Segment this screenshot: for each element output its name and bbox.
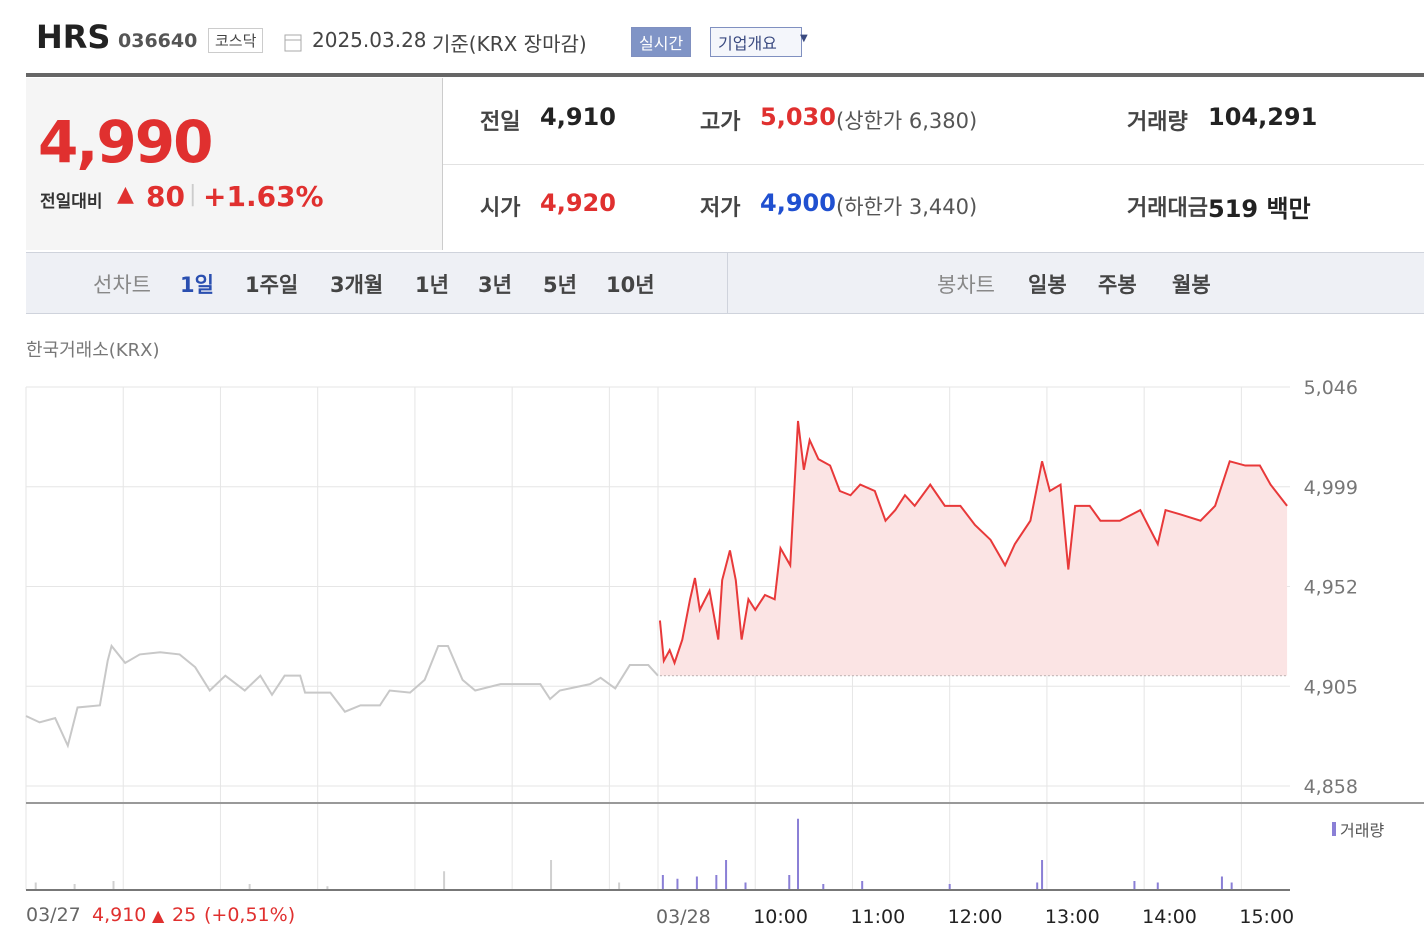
stat-label: 거래량 [1127,110,1188,135]
tab-divider [727,252,728,313]
tab[interactable]: 1일 [180,273,214,297]
x-tick-label: 03/28 [656,906,711,928]
y-tick-label: 4,905 [1304,676,1358,698]
volume-bar [676,878,679,890]
x-tick-label: 11:00 [850,906,905,928]
volume-bar [73,884,76,890]
stat-value: 4,920 [540,189,616,217]
volume-bar [1230,882,1233,890]
basis: 기준(KRX 장마감) [432,32,587,56]
dropdown-caret: ▼ [800,33,808,44]
tab[interactable]: 1년 [415,273,449,297]
stat-note: (상한가 6,380) [836,109,978,133]
stock-name: HRS [36,18,111,56]
stat-value: 104,291 [1208,103,1318,131]
tab-group-label: 선차트 [93,273,151,297]
x-tick-label: 12:00 [948,906,1003,928]
stat-label: 시가 [480,196,521,221]
volume-bar [715,875,718,890]
tab[interactable]: 일봉 [1028,273,1067,297]
volume-bar [788,875,791,890]
tab[interactable]: 10년 [606,273,655,297]
stat-label: 고가 [700,110,741,135]
stat-note: (하한가 3,440) [836,195,978,219]
volume-bar [248,884,251,890]
footer-close: 4,910 [92,904,147,926]
volume-bar [797,818,800,890]
stat-value: 5,030 [760,103,836,131]
company-info-button[interactable]: 기업개요 [710,27,802,57]
realtime-button[interactable]: 실시간 [631,27,692,57]
volume-bar [948,884,951,890]
y-tick-label: 4,999 [1304,477,1358,499]
y-tick-label: 4,952 [1304,577,1358,599]
volume-bar [725,860,728,890]
legend-label: 거래량 [1340,821,1384,840]
stock-code: 036640 [118,30,198,52]
calendar-icon [284,34,302,52]
change-label: 전일대비 [40,192,103,212]
x-tick-label: 15:00 [1239,906,1294,928]
x-tick-label: 14:00 [1142,906,1197,928]
volume-bar [744,882,747,890]
stat-value: 519 백만 [1208,195,1311,223]
footer-rate: (+0,51%) [204,904,296,926]
price-line [25,643,659,749]
header-rule [26,73,1424,77]
x-tick-label: 10:00 [753,906,808,928]
change: 80 [146,180,185,213]
stat-label: 거래대금 [1127,196,1208,221]
area [659,420,1288,676]
tab[interactable]: 월봉 [1172,273,1211,297]
stat-value: 4,910 [540,103,616,131]
tab[interactable]: 5년 [543,273,577,297]
y-tick-label: 5,046 [1304,377,1358,399]
volume-bar [1036,882,1039,890]
stat-label: 전일 [480,110,521,135]
volume-bar [1156,882,1159,890]
separator: | [189,182,197,207]
market-badge: 코스닥 [208,28,264,53]
tab[interactable]: 3개월 [330,273,384,297]
legend-swatch [1332,822,1336,836]
volume-bar [861,881,864,890]
stat-label: 저가 [700,196,741,221]
current-price: 4,990 [38,108,213,176]
date: 2025.03.28 [312,28,427,52]
volume-bar [1041,860,1044,890]
tab-group-label: 봉차트 [937,273,995,297]
tab[interactable]: 1주일 [245,273,299,297]
tab[interactable]: 주봉 [1098,273,1137,297]
x-tick-label: 13:00 [1045,906,1100,928]
tab-bar [26,252,1424,314]
footer-date: 03/27 [26,904,81,926]
y-tick-label: 4,858 [1304,776,1358,798]
volume-bar [443,871,446,890]
volume-bar [822,884,825,890]
volume-bar [695,876,698,890]
row-rule [443,164,1424,165]
change-arrow: ▲ [117,182,134,207]
change-rate: +1.63% [203,180,324,213]
price-line [658,420,1288,666]
tab[interactable]: 3년 [478,273,512,297]
price-panel [26,78,443,250]
volume-bar [1220,876,1223,890]
volume-bar [618,882,621,890]
stat-value: 4,900 [760,189,836,217]
volume-bar [1133,881,1136,890]
volume-bar [34,882,37,890]
source: 한국거래소(KRX) [26,340,160,361]
footer-change: 25 [172,904,197,926]
volume-bar [550,860,553,890]
volume-bar [326,886,329,890]
volume-bar [661,875,664,890]
volume-bar [112,881,115,890]
footer-arrow: ▲ [152,906,165,925]
